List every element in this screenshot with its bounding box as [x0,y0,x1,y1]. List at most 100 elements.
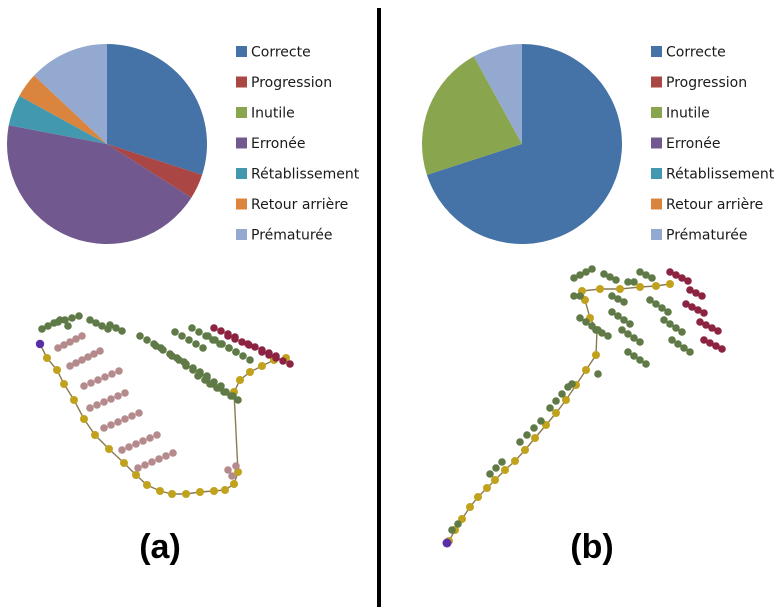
panel-divider [377,8,381,607]
state-node-green [171,328,179,336]
state-node-green [118,327,126,335]
state-node-green [64,322,72,330]
state-node-pink [101,373,109,381]
main-path-node [230,480,238,488]
pie-slice-correcte [107,44,208,175]
state-node-green [211,336,219,344]
state-node-green [588,265,596,273]
state-node-pink [107,421,115,429]
state-node-pink [108,370,116,378]
state-node-pink [148,458,156,466]
legend-label-prematuree: Prématurée [666,228,748,244]
main-path-node [80,415,88,423]
state-node-pink [96,347,104,355]
state-node-pink [139,437,147,445]
state-node-green [606,273,614,281]
state-node-green [546,404,554,412]
state-node-pink [87,379,95,387]
state-node-dark-red [714,327,722,335]
legend-swatch-progression [236,76,247,88]
main-path-node [491,476,499,484]
state-node-pink [232,462,240,470]
state-node-green [594,370,602,378]
state-node-pink [162,452,170,460]
state-node-green [568,380,576,388]
main-path-node [156,487,164,495]
state-node-dark-red [684,277,692,285]
state-node-green [454,520,462,528]
legend-b: Correcte Progression Inutile Erronée Rétabli… [651,45,775,244]
legend-swatch-prematuree [651,229,662,240]
pie-slice-prematuree [34,44,107,144]
state-node-green [92,319,100,327]
state-node-pink [100,424,108,432]
state-node-pink [78,356,86,364]
start-node [35,339,45,349]
state-node-pink [146,434,154,442]
main-path-node [210,487,218,495]
state-node-green [206,380,214,388]
state-node-green [614,295,622,303]
state-node-green [218,340,226,348]
main-path-node [511,457,519,465]
state-node-green [666,320,674,328]
state-node-green [182,362,190,370]
state-node-green [642,360,650,368]
main-path-node [60,380,68,388]
pie-slice-retablissement [8,95,107,144]
state-node-pink [134,464,142,472]
legend-swatch-retablissement [651,168,662,179]
state-node-green [576,292,584,300]
state-node-dark-red [238,338,246,346]
state-node-green [592,326,600,334]
state-node-dark-red [708,324,716,332]
state-node-dark-red [217,327,225,335]
main-path-node [168,490,176,498]
state-node-green [225,344,233,352]
state-node-green [54,318,62,326]
state-node-green [620,298,628,306]
main-path-node [196,488,204,496]
state-node-pink [66,338,74,346]
state-node-green [624,278,632,286]
state-node-green [143,336,151,344]
main-path-node [483,484,491,492]
state-node-green [600,270,608,278]
main-path-node [182,490,190,498]
pie-slice-correcte [426,44,622,244]
pie-slice-inutile [421,56,522,175]
state-node-green [576,314,584,322]
main-path-node [474,493,482,501]
state-node-pink [80,382,88,390]
state-node-pink [107,395,115,403]
state-node-pink [228,472,236,480]
state-node-green [44,322,52,330]
state-node-green [188,324,196,332]
state-node-pink [66,362,74,370]
state-node-green [626,320,634,328]
main-path-node [70,396,78,404]
main-path-node [246,368,254,376]
legend-label-correcte: Correcte [251,45,311,61]
legend-swatch-prematuree [236,229,247,240]
legend-swatch-inutile [651,107,662,118]
state-node-dark-red [251,343,259,351]
state-node-green [648,274,656,282]
main-path-node [501,466,509,474]
state-node-green [552,397,560,405]
state-node-pink [60,341,68,349]
main-path-node [236,376,244,384]
state-node-pink [94,376,102,384]
legend-label-progression: Progression [666,75,747,91]
state-node-green [612,276,620,284]
state-node-green [576,271,584,279]
state-node-green [185,336,193,344]
main-path-node [596,285,604,293]
legend-label-correcte: Correcte [666,45,726,61]
state-node-green [537,417,545,425]
state-node-green [38,325,46,333]
state-node-green [234,396,242,404]
state-node-green [168,352,176,360]
state-node-dark-red [700,309,708,317]
state-node-green [582,268,590,276]
